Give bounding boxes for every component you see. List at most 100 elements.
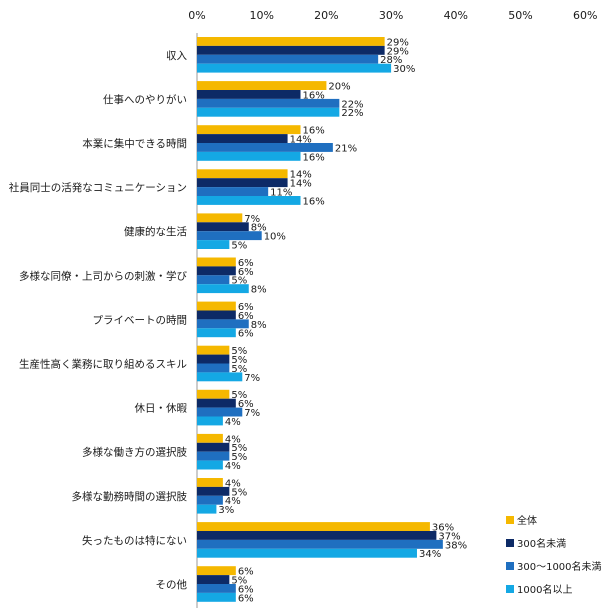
x-tick-label: 40% (444, 9, 468, 22)
category-label: 本業に集中できる時間 (82, 137, 187, 150)
bar (197, 372, 243, 382)
data-label: 16% (303, 196, 325, 207)
data-label: 28% (380, 55, 402, 66)
x-axis-ticks: 0% 10% 20% 30% 40% 50% 60% (188, 9, 597, 22)
data-label: 7% (244, 214, 260, 225)
x-tick-label: 60% (573, 9, 597, 22)
data-label: 6% (238, 399, 254, 410)
data-label: 6% (238, 302, 254, 313)
bar (197, 548, 417, 558)
bar (197, 433, 223, 443)
x-tick-label: 20% (314, 9, 338, 22)
data-label: 16% (303, 152, 325, 163)
category-label: 多様な働き方の選択肢 (82, 446, 187, 459)
data-label: 20% (328, 82, 350, 93)
bar (197, 478, 223, 487)
data-label: 36% (432, 523, 454, 534)
bar (197, 240, 230, 249)
data-label: 5% (231, 390, 247, 401)
bar (197, 222, 249, 232)
legend-label: 300～1000名未満 (517, 560, 602, 573)
bar (197, 134, 288, 143)
data-label: 6% (238, 267, 254, 278)
bar (197, 275, 230, 285)
bar (197, 328, 236, 338)
bar (197, 98, 340, 108)
category-label: 仕事へのやりがい (103, 93, 187, 106)
data-label: 5% (231, 487, 247, 498)
bar (197, 575, 230, 584)
data-label: 4% (225, 478, 241, 489)
bar (197, 398, 236, 408)
bar (197, 451, 230, 461)
data-label: 29% (387, 37, 409, 48)
data-label: 16% (303, 126, 325, 137)
bar (197, 45, 385, 55)
bar (197, 539, 443, 549)
x-tick-label: 0% (188, 9, 205, 22)
bar (197, 584, 236, 593)
data-label: 4% (225, 417, 241, 428)
legend-swatch (506, 516, 514, 524)
legend-swatch (506, 539, 514, 547)
bar (197, 231, 262, 241)
bar (197, 389, 230, 399)
category-label: 収入 (166, 50, 187, 62)
data-label: 4% (225, 461, 241, 472)
bar (197, 354, 230, 364)
legend-swatch (506, 585, 514, 593)
data-label: 6% (238, 593, 254, 604)
bar (197, 407, 243, 417)
data-label: 5% (231, 576, 247, 587)
bar (197, 196, 301, 205)
legend-label: 300名未満 (517, 537, 566, 550)
data-label: 5% (231, 241, 247, 252)
bar (197, 187, 269, 196)
data-label: 7% (244, 408, 260, 419)
bar (197, 107, 340, 117)
data-label: 5% (231, 364, 247, 375)
data-label: 6% (238, 567, 254, 578)
data-label: 6% (238, 329, 254, 340)
category-label: 社員同士の活発なコミュニケーション (9, 181, 187, 194)
bar (197, 416, 223, 426)
bar (197, 345, 230, 355)
data-label: 16% (303, 90, 325, 101)
category-labels: 収入仕事へのやりがい本業に集中できる時間社員同士の活発なコミュニケーション健康的… (9, 50, 188, 591)
data-label: 6% (238, 311, 254, 322)
category-label: 健康的な生活 (124, 225, 187, 238)
data-label: 22% (341, 108, 363, 119)
bar (197, 37, 385, 46)
bar (197, 266, 236, 276)
bar (197, 592, 236, 602)
bar (197, 531, 437, 540)
bar (197, 143, 333, 152)
legend-label: 1000名以上 (517, 583, 572, 596)
data-label: 7% (244, 373, 260, 384)
data-label: 5% (231, 452, 247, 463)
bar (197, 495, 223, 505)
data-label: 14% (290, 170, 312, 181)
bar (197, 125, 301, 135)
category-label: 多様な同僚・上司からの刺激・学び (19, 269, 187, 282)
data-label: 5% (231, 276, 247, 287)
data-label: 6% (238, 584, 254, 595)
data-label: 30% (393, 64, 415, 75)
category-label: 休日・休暇 (135, 403, 188, 415)
bar (197, 213, 243, 223)
data-label: 21% (335, 143, 357, 154)
category-label: 生産性高く業務に取り組めるスキル (19, 358, 187, 371)
data-label: 10% (264, 232, 286, 243)
category-label: その他 (156, 578, 188, 591)
bar (197, 63, 392, 73)
data-label: 6% (238, 258, 254, 269)
data-label: 14% (290, 135, 312, 146)
data-label: 8% (251, 320, 267, 331)
bar (197, 319, 249, 329)
data-labels: 29%29%28%30%20%16%22%22%16%14%21%16%14%1… (218, 37, 467, 604)
bar (197, 301, 236, 311)
bar (197, 151, 301, 161)
category-label: 多様な勤務時間の選択肢 (72, 490, 188, 503)
data-label: 37% (438, 531, 460, 542)
